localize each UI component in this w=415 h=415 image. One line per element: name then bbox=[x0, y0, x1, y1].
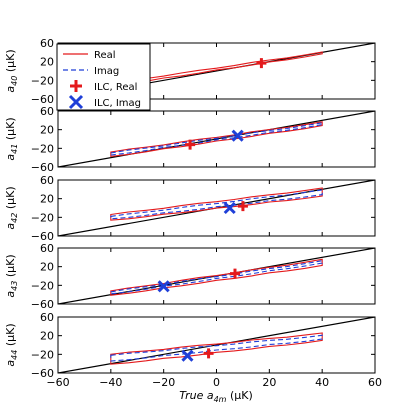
y-tick-label: 20 bbox=[40, 124, 54, 137]
y-tick-label: −20 bbox=[31, 211, 54, 224]
panel-0: −60 −20 20 60 a40 (μK) bbox=[4, 37, 376, 106]
legend-label: ILC, Real bbox=[94, 82, 137, 93]
ilc-real-marker bbox=[203, 348, 214, 359]
ilc-imag-marker bbox=[223, 201, 236, 215]
panel-3: −60 −20 20 60 a43 (μK) bbox=[4, 242, 376, 311]
y-tick-label: −20 bbox=[31, 279, 54, 292]
legend-label: ILC, Imag bbox=[94, 98, 141, 109]
x-tick-label: −20 bbox=[152, 376, 175, 389]
real-band bbox=[110, 51, 323, 87]
legend: Real Imag ILC, Real ILC, Imag bbox=[56, 43, 151, 111]
y-tick-label: 20 bbox=[40, 56, 54, 69]
x-tick-label: −60 bbox=[46, 376, 69, 389]
y-tick-label: −60 bbox=[31, 230, 54, 243]
y-tick-label: 20 bbox=[40, 261, 54, 274]
y-tick-label: 60 bbox=[40, 37, 54, 50]
y-tick-label: −20 bbox=[31, 142, 54, 155]
imag-band bbox=[110, 260, 323, 295]
x-tick-label: 40 bbox=[315, 376, 329, 389]
y-axis-label: a40 (μK) bbox=[4, 49, 19, 92]
y-tick-label: −60 bbox=[31, 93, 54, 106]
ilc-real-marker bbox=[237, 201, 248, 212]
x-tick-label: 20 bbox=[262, 376, 276, 389]
y-tick-label: 20 bbox=[40, 330, 54, 343]
real-band bbox=[110, 258, 323, 296]
legend-ilc-real-swatch bbox=[70, 80, 82, 92]
x-tick-label: 60 bbox=[368, 376, 382, 389]
real-band bbox=[110, 121, 323, 158]
y-tick-label: −20 bbox=[31, 74, 54, 87]
panel-plot-area bbox=[58, 317, 375, 373]
panel-plot-area bbox=[58, 111, 375, 167]
y-axis-label: a41 (μK) bbox=[4, 117, 19, 160]
imag-band bbox=[110, 334, 323, 362]
y-tick-label: 60 bbox=[40, 174, 54, 187]
x-axis-label: True a4m (μK) bbox=[179, 389, 253, 404]
panel-2: −60 −20 20 60 a42 (μK) bbox=[4, 174, 376, 243]
real-band bbox=[110, 332, 323, 365]
ilc-imag-marker bbox=[231, 129, 244, 142]
y-tick-label: −20 bbox=[31, 348, 54, 361]
ilc-real-marker bbox=[229, 268, 240, 279]
y-tick-label: −60 bbox=[31, 161, 54, 174]
panel-plot-area bbox=[58, 180, 375, 236]
panel-4: −60 −20 20 60 a44 (μK) −60 −40 −20 0 20 40 60 bbox=[4, 311, 382, 389]
x-tick-label: −40 bbox=[99, 376, 122, 389]
y-tick-label: 20 bbox=[40, 193, 54, 206]
y-tick-label: 60 bbox=[40, 105, 54, 118]
panel-plot-area bbox=[58, 248, 375, 304]
ilc-real-marker bbox=[256, 58, 267, 69]
ilc-imag-marker bbox=[181, 349, 194, 362]
legend-label: Real bbox=[94, 50, 116, 61]
y-tick-label: 60 bbox=[40, 242, 54, 255]
ilc-real-marker bbox=[185, 139, 196, 150]
diagonal-line bbox=[58, 111, 375, 167]
ilc-imag-marker bbox=[157, 280, 170, 293]
panel-1: −60 −20 20 60 a41 (μK) bbox=[4, 105, 376, 174]
y-axis-label: a42 (μK) bbox=[4, 186, 19, 229]
imag-band bbox=[110, 122, 323, 156]
legend-ilc-imag-swatch bbox=[68, 94, 84, 110]
y-axis-label: a43 (μK) bbox=[4, 254, 19, 297]
y-tick-label: −60 bbox=[31, 367, 54, 380]
legend-label: Imag bbox=[94, 66, 119, 77]
imag-band bbox=[110, 189, 323, 220]
y-tick-label: 60 bbox=[40, 311, 54, 324]
diagonal-line bbox=[58, 317, 375, 373]
y-axis-label: a44 (μK) bbox=[4, 323, 19, 366]
x-tick-label: 0 bbox=[213, 376, 220, 389]
real-band bbox=[110, 187, 323, 221]
y-tick-label: −60 bbox=[31, 298, 54, 311]
